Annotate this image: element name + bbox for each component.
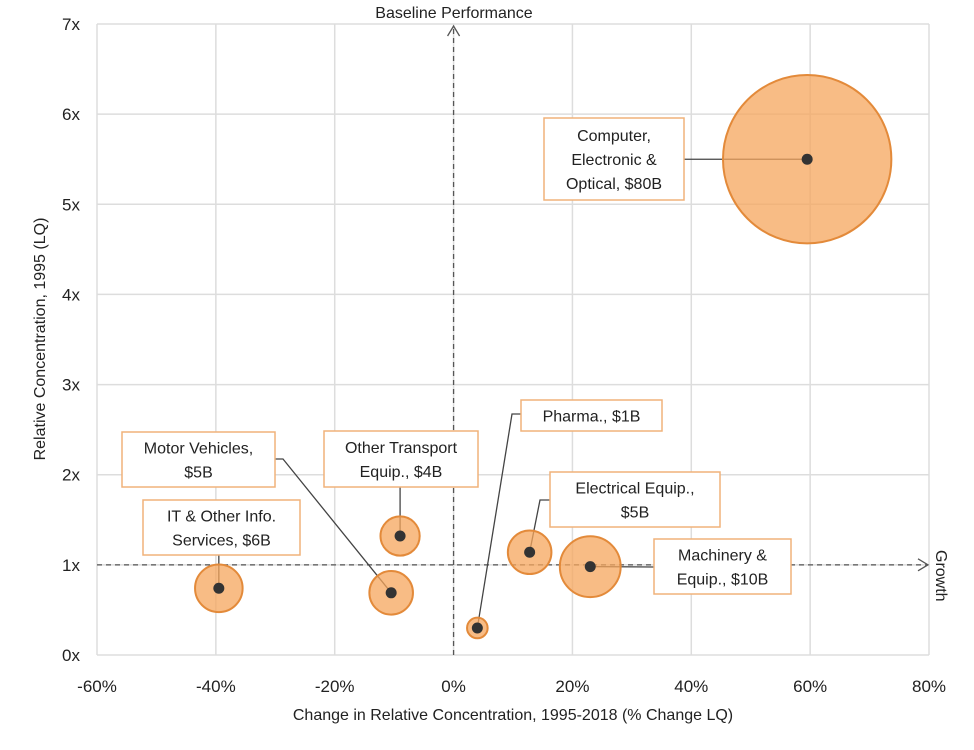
leader-line — [476, 413, 521, 629]
x-tick-label: 0% — [441, 677, 466, 696]
bubble-label: Equip., $10B — [677, 572, 769, 589]
x-tick-label: -60% — [77, 677, 117, 696]
bubble-label: Electronic & — [571, 152, 657, 169]
label-box — [323, 430, 479, 488]
x-tick-label: -20% — [315, 677, 355, 696]
y-tick-label: 4x — [62, 285, 80, 304]
bubble-label: $5B — [184, 465, 212, 482]
bubble-label: Pharma., $1B — [543, 409, 641, 426]
bubble-label: Services, $6B — [172, 533, 271, 550]
x-tick-label: 80% — [912, 677, 946, 696]
y-tick-label: 6x — [62, 105, 80, 124]
y-tick-label: 5x — [62, 195, 80, 214]
bubble-label: Optical, $80B — [566, 176, 662, 193]
vertical-reference-label: Baseline Performance — [375, 5, 533, 22]
bubble-label: IT & Other Info. — [167, 509, 276, 526]
y-tick-label: 1x — [62, 556, 80, 575]
bubbles — [194, 74, 893, 640]
data-point — [471, 622, 483, 634]
data-point — [394, 530, 406, 542]
bubble-labels: Computer, Electronic & Optical, $80B Machin… — [121, 117, 792, 595]
y-axis-label: Relative Concentration, 1995 (LQ) — [32, 218, 49, 461]
bubble-label: Motor Vehicles, — [144, 441, 253, 458]
y-tick-label: 7x — [62, 15, 80, 34]
label-box — [520, 399, 663, 432]
label-box — [543, 117, 685, 201]
bubble-label: $5B — [621, 505, 649, 522]
x-axis-ticks: -60% -40% -20% 0% 20% 40% 60% 80% — [77, 677, 946, 696]
bubble-label: Other Transport — [345, 440, 458, 457]
bubble-label: Equip., $4B — [360, 464, 443, 481]
x-tick-label: 40% — [674, 677, 708, 696]
label-box — [121, 431, 276, 488]
data-point — [385, 587, 397, 599]
x-tick-label: -40% — [196, 677, 236, 696]
bubble-label: Electrical Equip., — [575, 481, 694, 498]
y-tick-label: 3x — [62, 376, 80, 395]
x-axis-label: Change in Relative Concentration, 1995-2… — [293, 707, 733, 724]
arrow-right-icon — [917, 558, 930, 572]
arrow-up-icon — [447, 24, 461, 37]
x-tick-label: 60% — [793, 677, 827, 696]
data-point — [213, 582, 225, 594]
y-axis-ticks: 0x 1x 2x 3x 4x 5x 6x 7x — [62, 15, 80, 665]
leader-line — [275, 458, 392, 594]
data-point — [524, 546, 536, 558]
x-tick-label: 20% — [555, 677, 589, 696]
data-point — [801, 153, 813, 165]
bubble-label: Machinery & — [678, 548, 767, 565]
label-box — [549, 471, 721, 528]
horizontal-reference-label: Growth — [932, 550, 949, 602]
label-box — [142, 499, 301, 556]
label-box — [653, 538, 792, 595]
bubble-label: Computer, — [577, 128, 651, 145]
y-tick-label: 2x — [62, 466, 80, 485]
y-tick-label: 0x — [62, 646, 80, 665]
data-point — [584, 561, 596, 573]
